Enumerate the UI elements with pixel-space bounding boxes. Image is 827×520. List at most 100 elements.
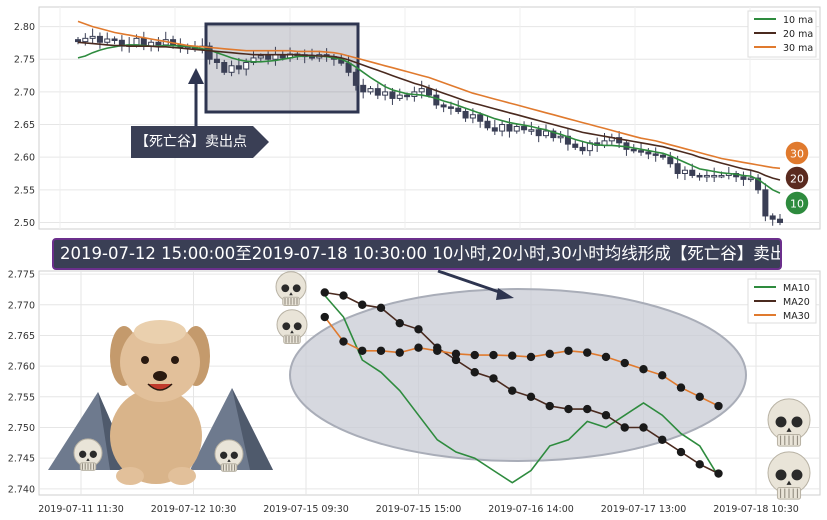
candle-body — [360, 84, 367, 93]
candle-body — [221, 62, 228, 73]
bottom-x-axis: 2019-07-11 11:30 2019-07-12 10:30 2019-07-… — [38, 504, 799, 515]
bottom-ma-lines — [320, 288, 723, 484]
bottom-marker-MA20 — [376, 303, 386, 313]
candle-body — [455, 107, 462, 112]
legend-label-MA30: MA30 — [783, 311, 810, 322]
candle-body — [433, 94, 440, 106]
candle-body — [257, 55, 264, 59]
bottom-marker-MA30 — [339, 337, 348, 346]
candle-body — [718, 174, 725, 178]
bottom-marker-MA20 — [320, 288, 329, 297]
bottom-x-tick-label: 2019-07-11 11:30 — [38, 504, 124, 515]
candle-body — [696, 174, 703, 178]
candle-body — [681, 169, 688, 174]
candle-body — [155, 41, 162, 46]
skull-icons — [73, 271, 811, 500]
bottom-marker-MA20 — [339, 291, 348, 300]
candle-body — [469, 114, 476, 119]
top-y-tick-label: 2.80 — [14, 22, 35, 33]
bottom-y-tick-label: 2.770 — [8, 300, 35, 311]
dog-paw-left — [116, 467, 144, 485]
candle-body — [82, 37, 89, 43]
bottom-x-tick-label: 2019-07-12 10:30 — [151, 504, 237, 515]
candle-body — [703, 174, 710, 178]
candle-body — [499, 124, 506, 132]
candle-body — [550, 130, 557, 139]
candle-body — [528, 129, 535, 132]
bottom-marker-MA30 — [658, 371, 667, 380]
candle-body — [747, 177, 754, 181]
mountain-illustration — [48, 388, 273, 470]
dog-eye-right — [171, 356, 179, 364]
bottom-marker-MA20 — [414, 325, 423, 334]
skull-icon — [275, 271, 307, 306]
top-y-tick-label: 2.75 — [14, 55, 35, 66]
bottom-marker-MA20 — [714, 469, 723, 478]
legend-label-10ma: 10 ma — [783, 15, 813, 26]
candle-body — [572, 143, 579, 148]
candle-body — [206, 45, 213, 60]
dog-mouth — [147, 383, 173, 391]
bottom-y-tick-label: 2.760 — [8, 362, 35, 373]
bottom-legend: MA10 MA20 MA30 — [747, 278, 817, 324]
candle-body — [579, 146, 586, 152]
candle-body — [689, 169, 696, 176]
bottom-y-tick-label: 2.750 — [8, 423, 35, 434]
candle-body — [652, 153, 659, 156]
candle-body — [616, 137, 623, 144]
legend-label-20ma: 20 ma — [783, 29, 813, 40]
candle-body — [711, 174, 718, 178]
top-ma-lines — [77, 20, 781, 194]
signal-banner: 2019-07-12 15:00:00至2019-07-18 10:30:00 … — [52, 238, 782, 270]
bottom-y-tick-label: 2.755 — [8, 392, 35, 403]
skull-icon — [767, 398, 811, 447]
candle-body — [374, 88, 381, 96]
dog-nose — [153, 371, 167, 381]
candle-body — [630, 148, 637, 152]
candle-body — [111, 38, 118, 41]
badge-10 — [784, 190, 810, 216]
legend-label-MA10: MA10 — [783, 283, 810, 294]
top-y-tick-label: 2.70 — [14, 87, 35, 98]
bottom-y-tick-label: 2.740 — [8, 484, 35, 495]
bottom-marker-MA20 — [395, 318, 404, 328]
bottom-marker-MA20 — [620, 423, 629, 432]
candle-body — [484, 120, 491, 129]
candle-body — [491, 127, 498, 132]
candle-body — [440, 104, 447, 108]
bottom-y-tick-label: 2.745 — [8, 454, 35, 465]
bottom-marker-MA30 — [620, 358, 629, 368]
bottom-y-tick-label: 2.765 — [8, 331, 35, 342]
candle-body — [755, 177, 762, 191]
bottom-marker-MA30 — [601, 352, 611, 362]
bottom-marker-MA20 — [470, 368, 479, 377]
bottom-marker-MA30 — [695, 392, 704, 402]
mountain-right-shade — [232, 388, 273, 470]
candle-body — [89, 35, 96, 39]
bottom-x-tick-label: 2019-07-15 09:30 — [263, 504, 349, 515]
candle-body — [75, 39, 81, 43]
candle-body — [426, 88, 432, 96]
top-line-10ma — [77, 44, 781, 194]
bottom-marker-MA20 — [526, 392, 536, 402]
candle-body — [535, 129, 542, 137]
bottom-marker-MA30 — [358, 346, 367, 355]
candle-body — [674, 163, 681, 175]
candle-body — [521, 125, 528, 131]
bottom-marker-MA30 — [639, 364, 648, 374]
candle-body — [404, 94, 411, 98]
skull-icon — [767, 451, 811, 500]
dog-eye-left — [141, 356, 149, 364]
bottom-x-tick-label: 2019-07-16 14:00 — [488, 504, 574, 515]
dog-body — [110, 388, 202, 484]
bottom-x-tick-label: 2019-07-18 10:30 — [713, 504, 799, 515]
badge-20 — [784, 165, 810, 191]
bottom-marker-MA20 — [545, 401, 554, 411]
candle-body — [557, 135, 564, 139]
bottom-marker-MA30 — [433, 346, 442, 355]
top-legend: 10 ma 20 ma 30 ma — [747, 10, 817, 58]
bottom-marker-MA30 — [489, 350, 498, 360]
top-y-tick-label: 2.55 — [14, 185, 35, 196]
top-plot-frame — [38, 6, 821, 230]
